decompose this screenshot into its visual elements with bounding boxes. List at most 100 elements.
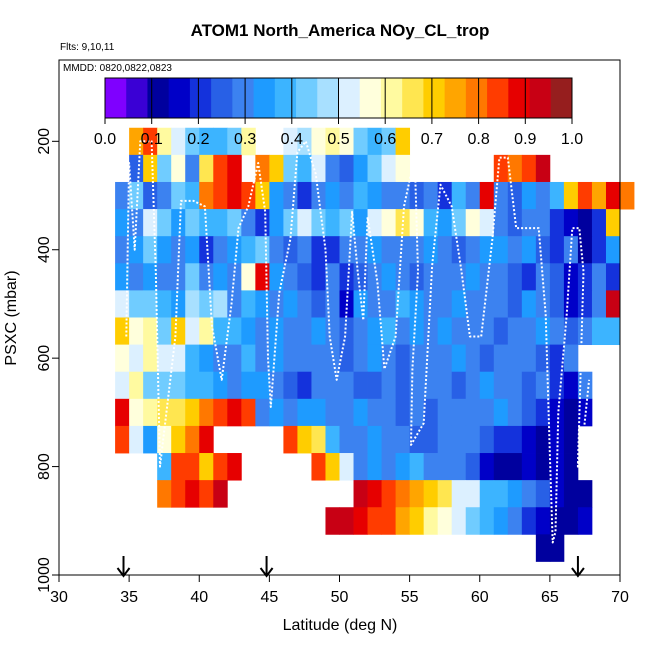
heatmap-cell — [171, 480, 186, 508]
heatmap-cell — [620, 181, 635, 210]
heatmap-cell — [451, 344, 467, 373]
heatmap-cell — [353, 344, 368, 373]
heatmap-cell — [549, 209, 565, 237]
heatmap-cell — [213, 127, 228, 156]
heatmap-cell — [423, 209, 439, 237]
heatmap-cell — [451, 181, 467, 210]
heatmap-cell — [451, 317, 467, 346]
heatmap-cell — [381, 317, 396, 346]
heatmap-cell — [171, 425, 186, 454]
colorbar-swatch — [423, 78, 446, 118]
heatmap-cell — [115, 425, 130, 454]
latitude-marker-arrow — [116, 556, 131, 578]
y-tick-label: 400 — [36, 236, 53, 263]
heatmap-cell — [171, 290, 186, 318]
heatmap-cell — [171, 154, 186, 183]
heatmap-cell — [325, 425, 340, 454]
heatmap-cell — [437, 371, 453, 400]
heatmap-cell — [423, 507, 439, 535]
heatmap-cell — [339, 425, 354, 454]
heatmap-cell — [465, 209, 481, 237]
heatmap-cell — [437, 317, 453, 346]
heatmap-cell — [353, 263, 368, 291]
heatmap-cell — [535, 317, 551, 346]
heatmap-cell — [409, 181, 425, 210]
heatmap-cell — [577, 480, 593, 508]
heatmap-cell — [115, 263, 130, 291]
heatmap-cell — [311, 236, 326, 264]
heatmap-cell — [591, 236, 607, 264]
heatmap-cell — [535, 480, 551, 508]
heatmap-cell — [507, 507, 523, 535]
heatmap-cell — [171, 209, 186, 237]
colorbar-ticks: 0.0 0.1 0.2 0.3 0.4 0.5 0.6 0.7 0.8 0.9 1.0 — [94, 78, 583, 148]
heatmap-cell — [255, 181, 270, 210]
heatmap-cell — [479, 480, 495, 508]
heatmap-cell — [283, 263, 298, 291]
heatmap-cell — [143, 317, 158, 346]
heatmap-cell — [269, 263, 284, 291]
heatmap-cell — [213, 480, 228, 508]
heatmap-cell — [157, 154, 172, 183]
heatmap-cell — [269, 181, 284, 210]
heatmap-cell — [381, 507, 396, 535]
heatmap-cell — [325, 236, 340, 264]
heatmap-cell — [479, 398, 495, 427]
heatmap-cell — [199, 181, 214, 210]
heatmap-cell — [605, 236, 621, 264]
heatmap-cell — [143, 181, 158, 210]
heatmap-cell — [605, 290, 621, 318]
heatmap-cell — [549, 317, 565, 346]
colorbar-swatch — [105, 78, 127, 118]
heatmap-cell — [479, 181, 495, 210]
colorbar-swatch — [550, 78, 573, 118]
heatmap-cell — [115, 371, 130, 400]
heatmap-cell — [255, 209, 270, 237]
colorbar-tick-label: 0.2 — [187, 131, 209, 148]
heatmap-cell — [507, 453, 523, 481]
heatmap-cell — [241, 127, 256, 156]
heatmap-cell — [563, 181, 579, 210]
heatmap-cell — [479, 344, 495, 373]
heatmap-cell — [171, 236, 186, 264]
heatmap-cell — [367, 154, 382, 183]
heatmap-cell — [199, 154, 214, 183]
heatmap-cell — [255, 154, 270, 183]
heatmap-cell — [171, 371, 186, 400]
heatmap-cell — [437, 507, 453, 535]
heatmap-cell — [157, 344, 172, 373]
heatmap-cell — [199, 398, 214, 427]
heatmap-cell — [577, 181, 593, 210]
heatmap-cell — [591, 181, 607, 210]
heatmap-cell — [143, 371, 158, 400]
heatmap-cell — [507, 236, 523, 264]
heatmap-cell — [157, 263, 172, 291]
heatmap-cell — [507, 154, 523, 183]
heatmap-cell — [185, 398, 200, 427]
heatmap-cell — [255, 398, 270, 427]
heatmap-cell — [297, 425, 312, 454]
heatmap-cell — [563, 317, 579, 346]
heatmap-cell — [423, 371, 439, 400]
heatmap-cell — [213, 290, 228, 318]
heatmap-cell — [157, 398, 172, 427]
colorbar-tick-label: 1.0 — [561, 131, 583, 148]
heatmap-cell — [115, 181, 130, 210]
heatmap-cell — [563, 480, 579, 508]
heatmap-cell — [353, 209, 368, 237]
heatmap-cell — [283, 127, 298, 156]
heatmap-cell — [563, 507, 579, 535]
heatmap-cell — [395, 425, 411, 454]
heatmap-cell — [325, 371, 340, 400]
heatmap-cell — [115, 344, 130, 373]
heatmap-cell — [451, 453, 467, 481]
heatmap-cell — [409, 425, 425, 454]
heatmap-cell — [577, 209, 593, 237]
heatmap-cell — [311, 263, 326, 291]
heatmap-cell — [255, 344, 270, 373]
heatmap-cell — [213, 263, 228, 291]
heatmap-cell — [409, 453, 425, 481]
heatmap-cell — [423, 480, 439, 508]
heatmap-cell — [157, 290, 172, 318]
heatmap-cell — [563, 344, 579, 373]
